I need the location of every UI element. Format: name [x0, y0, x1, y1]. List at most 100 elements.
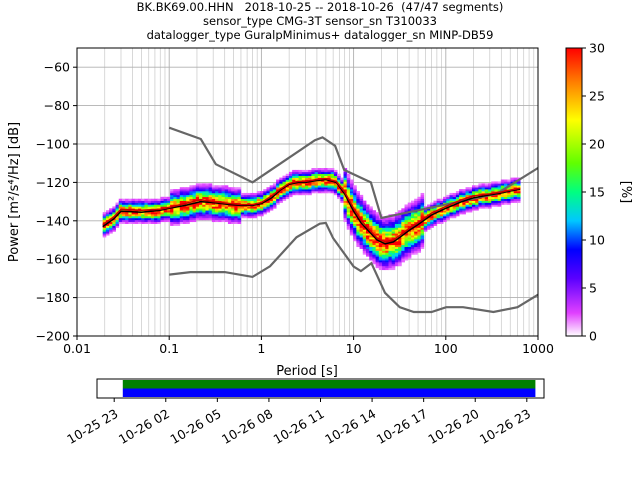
histogram-cell: [385, 237, 389, 240]
histogram-cell: [356, 196, 360, 200]
histogram-cell: [237, 221, 242, 224]
histogram-cell: [304, 171, 309, 175]
histogram-cell: [462, 204, 466, 207]
histogram-cell: [420, 229, 425, 232]
histogram-cell: [128, 216, 132, 219]
histogram-cell: [362, 221, 367, 224]
histogram-cell: [362, 227, 367, 230]
histogram-cell: [304, 185, 309, 188]
histogram-cell: [231, 198, 235, 201]
x-axis: 0.01 0.1 1 10 100 1000: [63, 336, 554, 356]
histogram-cell: [121, 219, 126, 223]
histogram-cell: [385, 264, 389, 267]
histogram-cell: [269, 191, 274, 194]
histogram-cell: [359, 202, 364, 205]
histogram-cell: [234, 198, 238, 201]
histogram-cell: [394, 221, 399, 224]
histogram-cell: [452, 214, 457, 217]
histogram-cell: [410, 233, 415, 236]
histogram-cell: [346, 214, 351, 217]
histogram-cell: [192, 219, 197, 223]
histogram-cell: [102, 231, 107, 234]
histogram-cell: [154, 216, 158, 219]
histogram-cell: [349, 200, 354, 203]
histogram-cell: [359, 217, 364, 221]
histogram-cell: [231, 221, 235, 224]
histogram-cell: [144, 214, 149, 217]
histogram-cell: [366, 223, 370, 226]
histogram-cell: [388, 260, 393, 263]
histogram-cell: [417, 246, 421, 249]
histogram-cell: [452, 206, 457, 209]
histogram-cell: [314, 177, 319, 180]
histogram-cell: [141, 198, 145, 201]
histogram-cell: [263, 208, 267, 211]
histogram-cell: [410, 237, 415, 240]
histogram-cell: [314, 191, 319, 194]
histogram-cell: [420, 246, 425, 249]
histogram-cell: [272, 187, 277, 190]
histogram-cell: [134, 219, 139, 223]
histogram-cell: [417, 202, 421, 205]
histogram-cell: [195, 216, 200, 219]
histogram-cell: [288, 191, 293, 194]
histogram-cell: [199, 210, 203, 213]
histogram-cell: [497, 189, 502, 192]
histogram-cell: [333, 177, 338, 180]
histogram-cell: [237, 192, 242, 196]
availability-bars: [122, 380, 536, 397]
histogram-cell: [211, 191, 216, 194]
histogram-cell: [516, 181, 521, 184]
histogram-cell: [391, 267, 396, 271]
histogram-cell: [218, 196, 222, 200]
histogram-cell: [420, 233, 425, 236]
histogram-cell: [138, 219, 142, 223]
histogram-cell: [369, 237, 373, 240]
histogram-cell: [507, 198, 511, 201]
histogram-cell: [115, 210, 120, 213]
histogram-cell: [414, 244, 418, 248]
availability-bar: [122, 380, 536, 389]
histogram-cell: [321, 169, 325, 173]
histogram-cell: [240, 200, 245, 203]
histogram-cell: [353, 221, 357, 224]
histogram-cell: [131, 217, 136, 221]
histogram-cell: [462, 189, 466, 192]
histogram-cell: [266, 191, 271, 194]
histogram-cell: [202, 183, 206, 186]
histogram-cell: [359, 244, 364, 248]
histogram-cell: [327, 173, 332, 176]
histogram-cell: [455, 192, 460, 196]
histogram-cell: [154, 206, 158, 209]
histogram-cell: [170, 204, 174, 207]
histogram-cell: [218, 216, 222, 219]
histogram-cell: [404, 216, 409, 219]
histogram-cell: [455, 196, 460, 200]
histogram-cell: [173, 196, 177, 200]
histogram-cell: [317, 191, 322, 194]
histogram-cell: [170, 189, 174, 192]
histogram-cell: [439, 202, 444, 205]
histogram-cell: [147, 212, 152, 215]
histogram-cell: [513, 200, 518, 203]
histogram-cell: [420, 240, 425, 244]
histogram-cell: [237, 200, 242, 203]
histogram-cell: [349, 227, 354, 230]
histogram-cell: [211, 194, 216, 198]
histogram-cell: [369, 240, 373, 244]
histogram-cell: [243, 212, 248, 215]
histogram-cell: [324, 185, 328, 188]
histogram-cell: [356, 239, 360, 242]
histogram-cell: [176, 189, 181, 192]
histogram-cell: [327, 181, 332, 184]
histogram-cell: [182, 187, 187, 190]
histogram-cell: [356, 225, 360, 228]
histogram-cell: [295, 192, 299, 196]
histogram-cell: [157, 202, 161, 205]
histogram-cell: [481, 191, 486, 194]
histogram-cell: [154, 212, 158, 215]
histogram-cell: [398, 246, 402, 249]
histogram-cell: [401, 239, 405, 242]
histogram-cell: [507, 191, 511, 194]
histogram-cell: [321, 183, 325, 186]
